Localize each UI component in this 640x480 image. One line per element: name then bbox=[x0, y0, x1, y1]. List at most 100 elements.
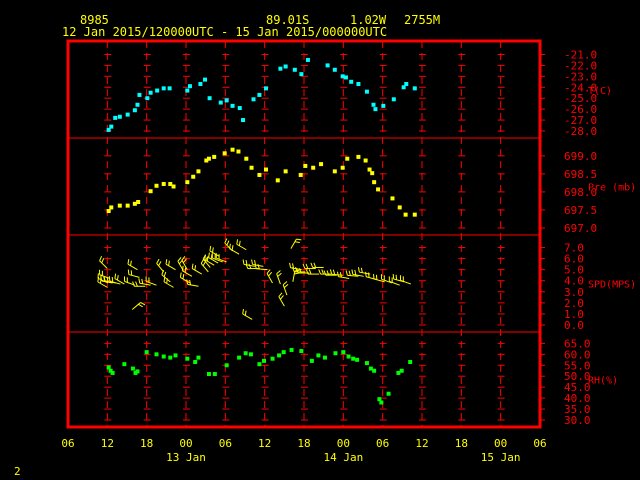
data-point bbox=[237, 106, 242, 111]
wind-barb bbox=[254, 263, 268, 271]
wind-barb-feather bbox=[242, 259, 245, 265]
data-point bbox=[396, 370, 401, 375]
data-point bbox=[345, 156, 350, 161]
data-point bbox=[135, 102, 140, 107]
data-point bbox=[154, 183, 159, 188]
data-point bbox=[171, 184, 176, 189]
wind-barb-feather bbox=[326, 270, 330, 276]
data-point bbox=[109, 124, 114, 129]
wind-barb bbox=[282, 281, 289, 296]
wind-barb-feather bbox=[296, 238, 302, 241]
data-point bbox=[283, 169, 288, 174]
data-point bbox=[251, 97, 256, 102]
data-point bbox=[305, 57, 310, 62]
data-point bbox=[204, 158, 209, 163]
data-point bbox=[161, 86, 166, 91]
y-tick-label: -27.0 bbox=[564, 114, 597, 127]
wind-barb-feather bbox=[179, 272, 182, 278]
y-tick-label: 698.5 bbox=[564, 168, 597, 181]
wind-barb-shaft bbox=[165, 263, 176, 271]
wind-barb bbox=[380, 274, 393, 284]
wind-barb-feather bbox=[156, 258, 160, 264]
wind-barb bbox=[336, 271, 350, 280]
data-point bbox=[243, 351, 248, 356]
wind-barb-feather bbox=[100, 276, 103, 282]
wind-barb bbox=[224, 238, 233, 252]
data-point bbox=[372, 180, 377, 185]
wind-barb bbox=[229, 243, 240, 255]
wind-barb-feather bbox=[127, 269, 130, 275]
wind-barb bbox=[131, 301, 146, 310]
wind-barb-shaft bbox=[400, 279, 412, 285]
wind-barb-feather bbox=[292, 267, 295, 273]
wind-barb-feather bbox=[308, 269, 312, 275]
x-tick-label: 18 bbox=[297, 437, 310, 450]
data-point bbox=[108, 368, 113, 373]
data-point bbox=[185, 88, 190, 93]
wind-barb-shaft bbox=[209, 250, 220, 257]
wind-barb bbox=[163, 276, 174, 288]
data-point bbox=[110, 370, 115, 375]
wind-barb bbox=[215, 253, 227, 263]
wind-barb-feather bbox=[138, 278, 141, 284]
data-point bbox=[122, 362, 127, 367]
wind-barb-shaft bbox=[347, 274, 359, 277]
wind-barb bbox=[191, 263, 202, 275]
wind-barb bbox=[310, 262, 324, 268]
wind-barb-feather bbox=[111, 276, 114, 283]
data-point bbox=[191, 174, 196, 179]
data-point bbox=[132, 201, 137, 206]
wind-barb-shaft bbox=[101, 280, 113, 284]
data-point bbox=[135, 369, 140, 374]
wind-barb bbox=[242, 308, 253, 320]
data-point bbox=[367, 167, 372, 172]
y-tick-label: 45.0 bbox=[564, 381, 591, 394]
wind-barb-feather bbox=[266, 269, 271, 274]
data-point bbox=[125, 112, 130, 117]
data-point bbox=[346, 354, 351, 359]
wind-barb bbox=[181, 255, 188, 270]
data-point bbox=[222, 151, 227, 156]
wind-barb-feather bbox=[283, 283, 289, 288]
data-point bbox=[333, 351, 338, 356]
wind-barb-feather bbox=[313, 262, 317, 268]
data-point bbox=[309, 358, 314, 363]
data-point bbox=[391, 97, 396, 102]
data-point bbox=[236, 149, 241, 154]
data-point bbox=[148, 90, 153, 95]
data-point bbox=[281, 350, 286, 355]
wind-barb-shaft bbox=[145, 280, 157, 286]
wind-barb-feather bbox=[127, 259, 130, 265]
data-point bbox=[224, 98, 229, 103]
wind-barb bbox=[165, 259, 176, 271]
wind-barb-shaft bbox=[109, 280, 121, 285]
data-point bbox=[155, 88, 160, 93]
data-point bbox=[363, 158, 368, 163]
wind-barb bbox=[305, 269, 320, 275]
data-point bbox=[168, 181, 173, 186]
wind-barb-feather bbox=[226, 240, 230, 246]
data-point bbox=[311, 165, 316, 170]
wind-barb bbox=[323, 270, 337, 276]
wind-barb bbox=[302, 263, 316, 270]
data-point bbox=[332, 67, 337, 72]
wind-barb-feather bbox=[242, 308, 244, 315]
data-point bbox=[206, 156, 211, 161]
data-point bbox=[379, 400, 384, 405]
wind-barb-feather bbox=[360, 267, 363, 273]
data-point bbox=[401, 85, 406, 90]
data-point bbox=[412, 212, 417, 217]
wind-barb-feather bbox=[140, 301, 146, 306]
wind-barb-shaft bbox=[187, 283, 199, 287]
wind-barb-shaft bbox=[216, 257, 227, 263]
wind-barb-feather bbox=[292, 263, 294, 269]
wind-barb-feather bbox=[161, 269, 164, 275]
wind-barb-feather bbox=[101, 258, 105, 264]
data-point bbox=[386, 391, 391, 396]
data-point bbox=[377, 397, 382, 402]
wind-barb-feather bbox=[299, 268, 302, 274]
wind-barb bbox=[145, 276, 157, 286]
data-point bbox=[161, 181, 166, 186]
wind-barb-feather bbox=[132, 281, 135, 287]
data-point bbox=[356, 81, 361, 86]
